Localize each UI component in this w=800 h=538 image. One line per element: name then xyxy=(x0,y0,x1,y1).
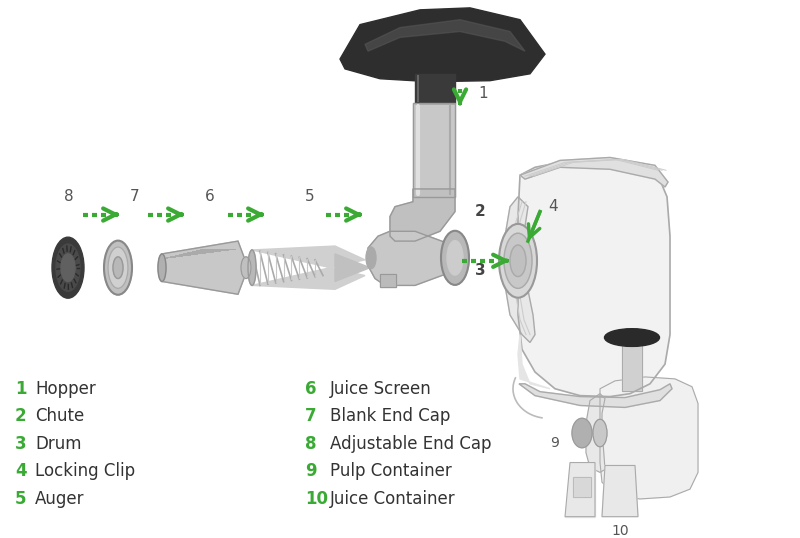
Polygon shape xyxy=(252,246,365,289)
Text: 6: 6 xyxy=(205,189,215,204)
Text: 6: 6 xyxy=(305,380,317,398)
Polygon shape xyxy=(600,377,698,499)
Polygon shape xyxy=(518,160,670,397)
Text: 2: 2 xyxy=(475,204,486,219)
Polygon shape xyxy=(413,103,455,197)
Bar xyxy=(573,477,591,497)
Text: 9: 9 xyxy=(305,462,317,480)
Ellipse shape xyxy=(52,237,84,298)
Polygon shape xyxy=(586,394,605,472)
Text: 1: 1 xyxy=(15,380,26,398)
Ellipse shape xyxy=(108,247,128,288)
Polygon shape xyxy=(365,20,525,51)
Text: 1: 1 xyxy=(478,86,488,101)
Text: 7: 7 xyxy=(130,189,140,204)
Bar xyxy=(622,339,642,391)
Ellipse shape xyxy=(504,233,532,288)
Ellipse shape xyxy=(447,240,463,275)
Polygon shape xyxy=(415,74,455,103)
Polygon shape xyxy=(380,274,396,287)
Polygon shape xyxy=(335,254,370,281)
Ellipse shape xyxy=(441,231,469,285)
Polygon shape xyxy=(602,465,638,516)
Ellipse shape xyxy=(104,240,132,295)
Polygon shape xyxy=(565,463,595,516)
Ellipse shape xyxy=(248,250,256,285)
Text: 4: 4 xyxy=(15,462,26,480)
Text: Pulp Container: Pulp Container xyxy=(330,462,452,480)
Text: 4: 4 xyxy=(548,199,558,214)
Text: 2: 2 xyxy=(15,407,26,425)
Text: 3: 3 xyxy=(475,263,486,278)
Polygon shape xyxy=(520,158,668,187)
Text: Hopper: Hopper xyxy=(35,380,96,398)
Text: Juice Container: Juice Container xyxy=(330,490,456,508)
Text: 3: 3 xyxy=(15,435,26,453)
Ellipse shape xyxy=(61,254,75,281)
Text: 10: 10 xyxy=(611,525,629,538)
Polygon shape xyxy=(519,384,672,407)
Text: 9: 9 xyxy=(550,436,559,450)
Text: Juice Screen: Juice Screen xyxy=(330,380,432,398)
Polygon shape xyxy=(505,197,535,343)
Text: 8: 8 xyxy=(64,189,74,204)
Text: 5: 5 xyxy=(305,189,315,204)
Ellipse shape xyxy=(241,257,251,279)
Ellipse shape xyxy=(499,224,537,298)
Text: Chute: Chute xyxy=(35,407,84,425)
Text: Adjustable End Cap: Adjustable End Cap xyxy=(330,435,491,453)
Text: Blank End Cap: Blank End Cap xyxy=(330,407,450,425)
Bar xyxy=(573,477,591,497)
Polygon shape xyxy=(390,189,455,241)
Text: Drum: Drum xyxy=(35,435,82,453)
Ellipse shape xyxy=(593,419,607,447)
Ellipse shape xyxy=(158,254,166,281)
Text: 7: 7 xyxy=(305,407,317,425)
Text: 10: 10 xyxy=(305,490,328,508)
Text: Locking Clip: Locking Clip xyxy=(35,462,135,480)
Text: Auger: Auger xyxy=(35,490,85,508)
Ellipse shape xyxy=(113,257,123,279)
Ellipse shape xyxy=(366,247,376,268)
Polygon shape xyxy=(518,335,550,389)
Polygon shape xyxy=(340,8,545,82)
Ellipse shape xyxy=(572,418,592,448)
Ellipse shape xyxy=(605,329,659,346)
Ellipse shape xyxy=(510,245,526,277)
Ellipse shape xyxy=(56,244,80,291)
Text: 5: 5 xyxy=(15,490,26,508)
Polygon shape xyxy=(368,231,455,285)
Text: 8: 8 xyxy=(305,435,317,453)
Bar xyxy=(622,339,642,391)
Polygon shape xyxy=(162,241,248,294)
